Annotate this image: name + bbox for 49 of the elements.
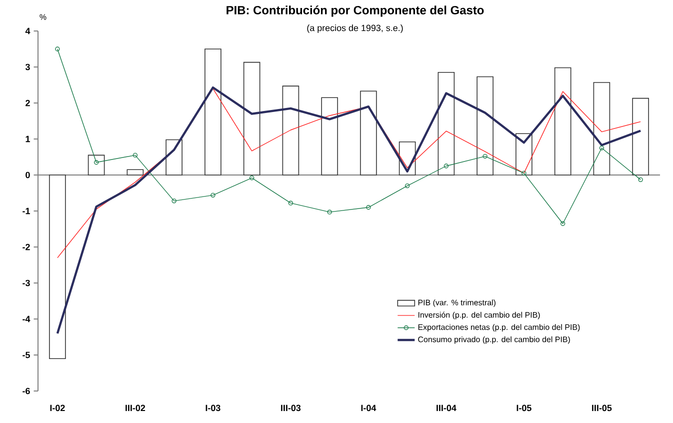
x-tick-label: III-02 bbox=[126, 404, 146, 412]
x-tick-label: III-03 bbox=[281, 404, 301, 412]
point bbox=[444, 164, 449, 168]
chart-subtitle: (a precios de 1993, s.e.) bbox=[307, 24, 403, 33]
point bbox=[560, 221, 566, 226]
point bbox=[599, 146, 604, 150]
point bbox=[132, 152, 138, 158]
bar bbox=[438, 72, 455, 176]
x-tick-label: I-05 bbox=[516, 404, 532, 412]
point bbox=[366, 205, 371, 210]
bar bbox=[166, 139, 182, 176]
point bbox=[172, 198, 176, 204]
x-tick-label: III-04 bbox=[436, 404, 456, 412]
y-tick-label: 4 bbox=[25, 28, 30, 34]
x-tick-label: III-05 bbox=[592, 404, 612, 412]
bar bbox=[49, 174, 66, 359]
x-tick-label: I-02 bbox=[50, 404, 65, 412]
point bbox=[327, 210, 332, 214]
point bbox=[522, 170, 526, 176]
bar bbox=[593, 82, 610, 176]
point bbox=[249, 176, 254, 180]
bar bbox=[321, 97, 338, 176]
x-tick-label: I-03 bbox=[206, 404, 220, 412]
chart-title: PIB: Contribución por Componente del Gasto bbox=[226, 6, 484, 17]
point bbox=[482, 154, 488, 159]
point bbox=[404, 183, 410, 188]
bar bbox=[204, 48, 222, 176]
bar bbox=[632, 98, 649, 176]
x-tick-label: I-04 bbox=[361, 404, 376, 412]
bar bbox=[360, 90, 377, 176]
y-tick-label: 3 bbox=[25, 64, 30, 70]
bar bbox=[88, 154, 105, 176]
y-tick-label: 1 bbox=[26, 136, 30, 142]
y-tick-label: -3 bbox=[22, 280, 30, 286]
bar bbox=[243, 62, 260, 176]
point bbox=[288, 200, 294, 206]
y-tick-label: -2 bbox=[22, 244, 30, 250]
point bbox=[210, 192, 216, 198]
line-series bbox=[56, 86, 642, 334]
y-tick-label: 0 bbox=[26, 172, 30, 178]
bar bbox=[476, 76, 494, 176]
y-tick-label: 2 bbox=[26, 100, 30, 106]
y-tick-label: -5 bbox=[22, 352, 30, 358]
bar bbox=[282, 86, 300, 176]
y-tick-label: -1 bbox=[22, 208, 30, 214]
y-tick-label: -4 bbox=[22, 316, 30, 322]
bar bbox=[554, 67, 572, 176]
y-tick-label: -6 bbox=[22, 388, 30, 394]
bar bbox=[126, 169, 144, 176]
